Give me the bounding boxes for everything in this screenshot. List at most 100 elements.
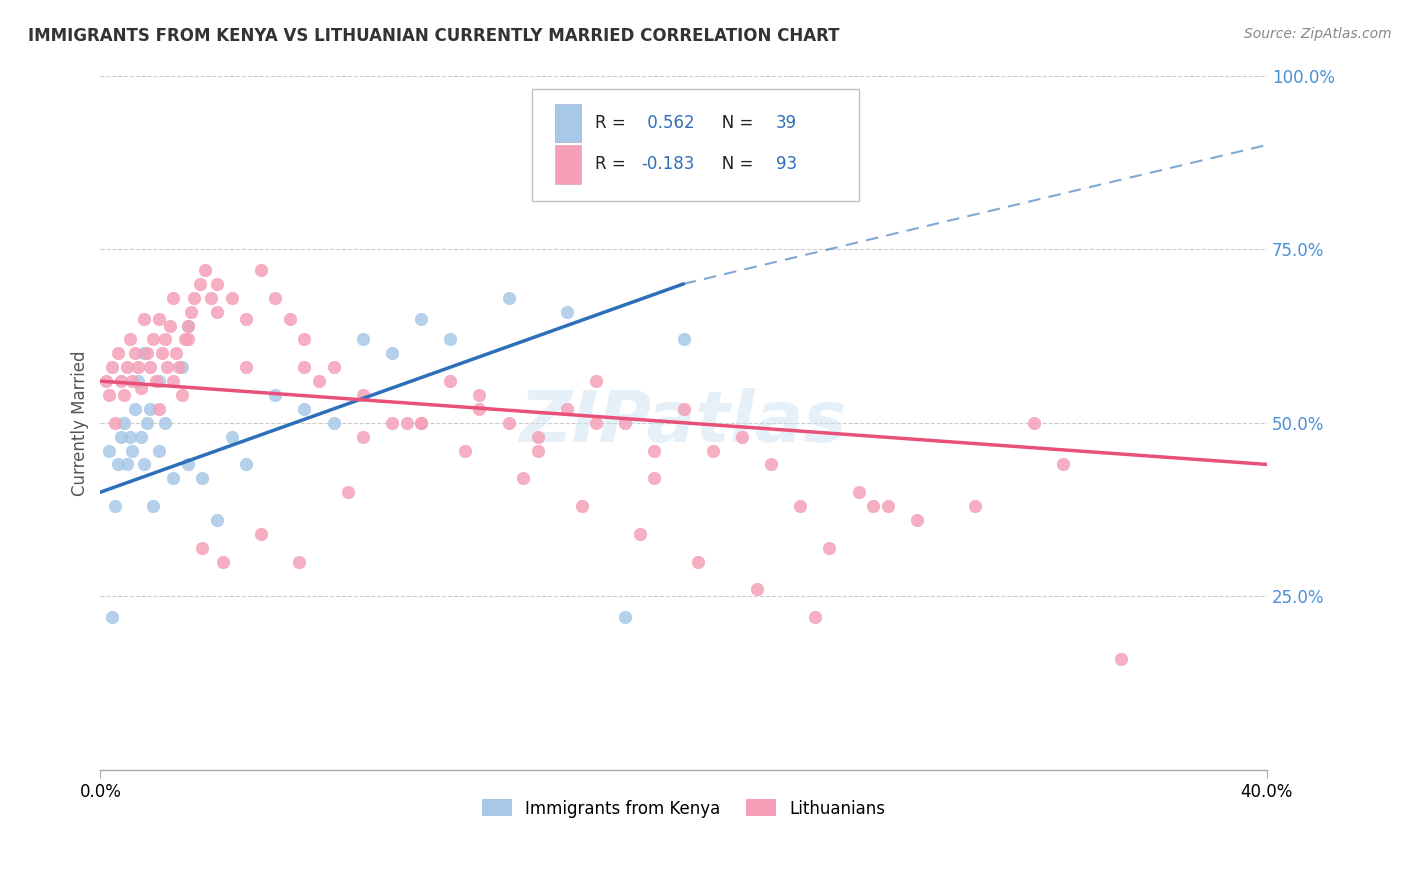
- Point: [153, 416, 176, 430]
- Point: [177, 318, 200, 333]
- Point: [643, 471, 665, 485]
- Point: [454, 443, 477, 458]
- Point: [177, 333, 200, 347]
- Point: [110, 374, 132, 388]
- Point: [170, 388, 193, 402]
- Point: [180, 304, 202, 318]
- Point: [139, 360, 162, 375]
- Point: [498, 416, 520, 430]
- Point: [571, 499, 593, 513]
- Point: [132, 311, 155, 326]
- Text: R =: R =: [595, 155, 631, 173]
- Bar: [555, 145, 581, 184]
- Y-axis label: Currently Married: Currently Married: [72, 350, 89, 496]
- Point: [129, 430, 152, 444]
- Point: [322, 416, 344, 430]
- Point: [148, 401, 170, 416]
- Text: Source: ZipAtlas.com: Source: ZipAtlas.com: [1244, 27, 1392, 41]
- Point: [1022, 416, 1045, 430]
- Text: R =: R =: [595, 114, 631, 132]
- Point: [614, 610, 637, 624]
- Point: [745, 582, 768, 597]
- Point: [585, 416, 607, 430]
- Point: [352, 388, 374, 402]
- Point: [124, 346, 146, 360]
- Point: [555, 401, 578, 416]
- Point: [352, 333, 374, 347]
- Point: [150, 346, 173, 360]
- Text: 93: 93: [776, 155, 797, 173]
- Point: [170, 360, 193, 375]
- Point: [512, 471, 534, 485]
- Point: [177, 458, 200, 472]
- Point: [118, 333, 141, 347]
- Point: [101, 360, 124, 375]
- Point: [167, 360, 190, 375]
- Point: [162, 374, 184, 388]
- Point: [174, 333, 197, 347]
- Point: [191, 541, 214, 555]
- Point: [411, 416, 433, 430]
- Point: [148, 374, 170, 388]
- Point: [205, 277, 228, 291]
- Point: [221, 430, 243, 444]
- Point: [585, 374, 607, 388]
- Point: [965, 499, 987, 513]
- Point: [98, 443, 121, 458]
- Point: [468, 401, 491, 416]
- Point: [308, 374, 330, 388]
- Point: [1052, 458, 1074, 472]
- Point: [104, 499, 127, 513]
- Point: [264, 291, 287, 305]
- Point: [96, 374, 118, 388]
- Point: [381, 416, 404, 430]
- Point: [322, 360, 344, 375]
- Point: [468, 388, 491, 402]
- Point: [121, 443, 143, 458]
- Point: [136, 346, 159, 360]
- Point: [759, 458, 782, 472]
- Point: [142, 333, 165, 347]
- Point: [110, 430, 132, 444]
- Point: [411, 311, 433, 326]
- Point: [294, 401, 316, 416]
- Point: [439, 374, 461, 388]
- Point: [132, 346, 155, 360]
- Text: N =: N =: [706, 114, 758, 132]
- Point: [127, 360, 149, 375]
- Point: [672, 401, 695, 416]
- Point: [235, 311, 257, 326]
- Text: 0.562: 0.562: [641, 114, 695, 132]
- Point: [527, 430, 550, 444]
- Point: [804, 610, 827, 624]
- Point: [162, 291, 184, 305]
- Point: [818, 541, 841, 555]
- Point: [191, 471, 214, 485]
- Point: [498, 291, 520, 305]
- Point: [702, 443, 724, 458]
- Point: [101, 610, 124, 624]
- Point: [142, 499, 165, 513]
- Legend: Immigrants from Kenya, Lithuanians: Immigrants from Kenya, Lithuanians: [475, 793, 891, 824]
- Text: -0.183: -0.183: [641, 155, 695, 173]
- Point: [124, 401, 146, 416]
- Point: [211, 555, 233, 569]
- Point: [381, 346, 404, 360]
- Point: [162, 471, 184, 485]
- Point: [183, 291, 205, 305]
- Point: [107, 346, 129, 360]
- Point: [115, 458, 138, 472]
- Point: [177, 318, 200, 333]
- Point: [352, 430, 374, 444]
- Point: [121, 374, 143, 388]
- Point: [294, 333, 316, 347]
- Point: [221, 291, 243, 305]
- Point: [194, 263, 217, 277]
- Point: [249, 527, 271, 541]
- Point: [848, 485, 870, 500]
- Point: [165, 346, 187, 360]
- Point: [287, 555, 309, 569]
- Point: [789, 499, 811, 513]
- Point: [115, 360, 138, 375]
- Point: [876, 499, 898, 513]
